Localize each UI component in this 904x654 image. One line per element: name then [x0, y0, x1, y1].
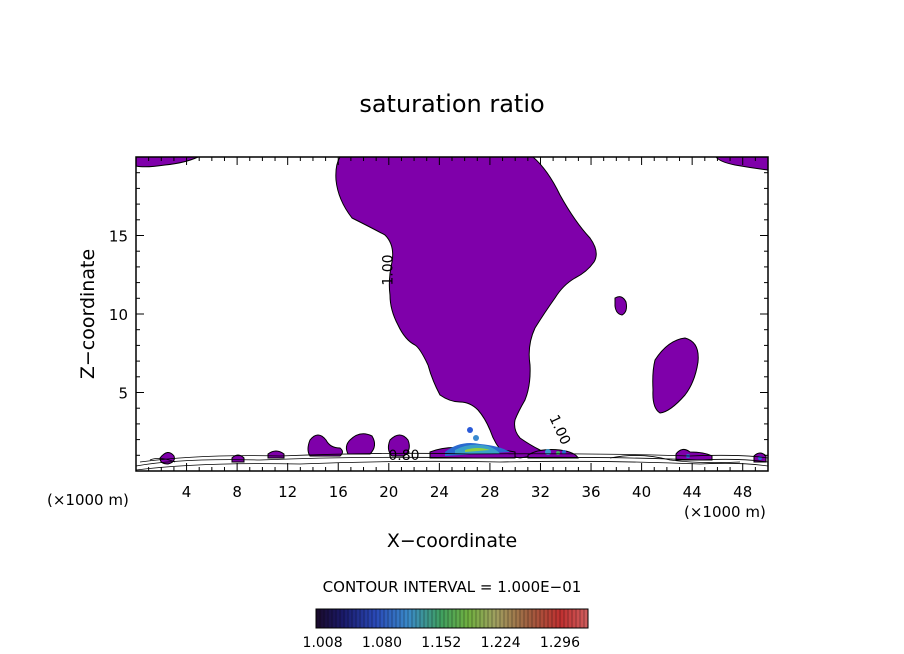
colorbar-tick-label: 1.080: [362, 635, 402, 651]
x-tick-label: 20: [379, 483, 398, 501]
colorbar-tick-label: 1.008: [303, 635, 343, 651]
x-tick-label: 8: [232, 483, 242, 501]
x-tick-label: 48: [733, 483, 752, 501]
x-tick-label: 40: [632, 483, 651, 501]
chart-title: saturation ratio: [359, 90, 544, 118]
x-unit-left: (×1000 m): [47, 491, 129, 509]
colorbar-tick-label: 1.296: [540, 635, 580, 651]
y-tick-label: 5: [118, 385, 128, 403]
contour-label: 0.80: [388, 448, 419, 464]
x-tick-label: 4: [182, 483, 192, 501]
region-main-cloud: [335, 156, 597, 459]
region-small-blob: [614, 296, 627, 316]
region-top-right: [714, 156, 769, 171]
colorbar-tick-label: 1.224: [481, 635, 521, 651]
x-axis: 4 8 12 16 20 24 28 32 36 40 44 48: [148, 157, 756, 501]
x-axis-label: X−coordinate: [387, 530, 517, 552]
region-top-left: [135, 156, 199, 168]
y-tick-label: 10: [109, 306, 128, 324]
region-low-blob-3: [387, 434, 410, 457]
colorbar-stripes: [319, 609, 585, 628]
x-tick-label: 44: [683, 483, 702, 501]
x-tick-label: 12: [278, 483, 297, 501]
supersaturation-spots: [445, 427, 762, 460]
region-low-blob-2: [345, 433, 376, 455]
x-tick-label: 32: [531, 483, 550, 501]
contour-label: 1.00: [381, 254, 397, 285]
y-tick-label: 15: [109, 228, 128, 246]
region-low-blob-8: [267, 450, 285, 459]
ground-contours: [135, 452, 769, 471]
region-right-blob: [652, 337, 699, 414]
x-tick-label: 16: [329, 483, 348, 501]
contour-labels: 1.00 1.00 0.80: [381, 254, 574, 464]
region-low-blob-1: [307, 434, 343, 457]
x-tick-label: 36: [581, 483, 600, 501]
region-low-blob-5: [675, 448, 713, 461]
contour-label: 1.00: [545, 413, 573, 448]
x-tick-label: 24: [430, 483, 449, 501]
x-unit-right: (×1000 m): [684, 503, 766, 521]
contour-interval-text: CONTOUR INTERVAL = 1.000E−01: [323, 578, 582, 596]
x-tick-label: 28: [480, 483, 499, 501]
colorbar-ticks: 1.008 1.080 1.152 1.224 1.296: [303, 635, 581, 651]
saturation-field: [135, 156, 769, 465]
colorbar-tick-label: 1.152: [421, 635, 461, 651]
y-axis: 5 10 15: [109, 172, 768, 456]
y-axis-label: Z−coordinate: [77, 249, 99, 379]
